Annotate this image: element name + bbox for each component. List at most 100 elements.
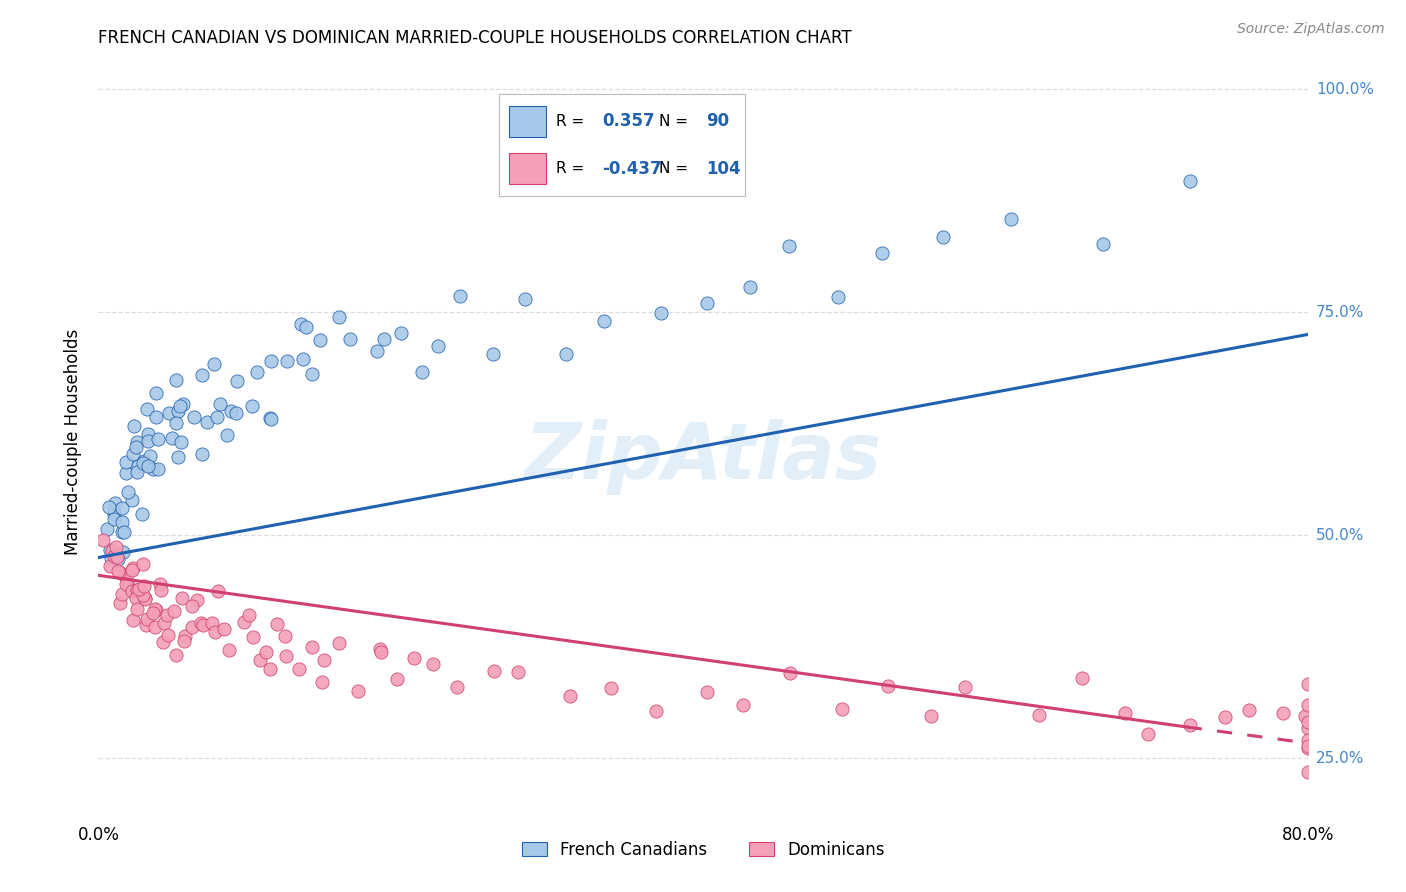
- Point: [259, 410, 281, 425]
- Point: [96, 522, 118, 536]
- Point: [128, 582, 150, 596]
- Point: [1296, 677, 1319, 691]
- Point: [1239, 703, 1261, 717]
- Point: [98, 543, 121, 558]
- Point: [193, 617, 215, 632]
- Text: 90: 90: [706, 112, 728, 130]
- Point: [242, 630, 264, 644]
- Point: [232, 615, 254, 629]
- Point: [107, 564, 129, 578]
- Point: [125, 591, 148, 605]
- Text: 75.0%: 75.0%: [1316, 305, 1364, 319]
- Point: [482, 347, 505, 361]
- Point: [132, 557, 155, 571]
- Point: [117, 484, 139, 499]
- Point: [1296, 739, 1319, 753]
- Point: [1213, 710, 1236, 724]
- Point: [1296, 732, 1319, 747]
- Point: [1000, 212, 1022, 227]
- Point: [134, 591, 156, 606]
- Point: [225, 406, 247, 420]
- Point: [104, 496, 127, 510]
- Point: [207, 410, 229, 425]
- Point: [191, 368, 214, 383]
- Legend: French Canadians, Dominicans: French Canadians, Dominicans: [515, 834, 891, 865]
- Text: 50.0%: 50.0%: [1316, 528, 1364, 542]
- Point: [136, 426, 159, 441]
- Point: [696, 685, 718, 699]
- Point: [240, 400, 263, 414]
- Point: [1114, 706, 1136, 721]
- Point: [779, 666, 801, 681]
- Point: [347, 683, 370, 698]
- Point: [402, 651, 425, 665]
- Point: [953, 680, 976, 694]
- Point: [132, 588, 155, 602]
- Point: [97, 500, 120, 514]
- Text: 0.357: 0.357: [603, 112, 655, 130]
- Point: [135, 618, 157, 632]
- Point: [115, 576, 138, 591]
- Point: [108, 565, 131, 579]
- Point: [411, 365, 433, 379]
- Point: [276, 354, 298, 368]
- Text: -0.437: -0.437: [603, 160, 662, 178]
- Bar: [509, 106, 546, 136]
- Point: [121, 561, 143, 575]
- Text: FRENCH CANADIAN VS DOMINICAN MARRIED-COUPLE HOUSEHOLDS CORRELATION CHART: FRENCH CANADIAN VS DOMINICAN MARRIED-COU…: [98, 29, 852, 47]
- Text: R =: R =: [555, 114, 583, 128]
- Point: [295, 320, 318, 334]
- Point: [259, 662, 281, 676]
- Point: [266, 617, 288, 632]
- Point: [103, 503, 125, 517]
- Point: [1294, 709, 1316, 723]
- Point: [170, 591, 193, 606]
- Point: [159, 406, 181, 420]
- Point: [103, 549, 125, 564]
- Point: [1071, 671, 1094, 685]
- Point: [170, 435, 193, 450]
- Point: [920, 709, 942, 723]
- Point: [190, 616, 212, 631]
- Point: [127, 459, 149, 474]
- Point: [132, 456, 155, 470]
- Point: [274, 629, 297, 643]
- Point: [165, 416, 187, 430]
- Point: [103, 507, 125, 521]
- Point: [696, 296, 718, 310]
- Point: [160, 431, 183, 445]
- Point: [1296, 765, 1319, 780]
- Point: [301, 640, 323, 655]
- Point: [513, 292, 536, 306]
- Point: [136, 434, 159, 449]
- Point: [165, 373, 187, 387]
- Point: [599, 681, 621, 696]
- Point: [156, 628, 179, 642]
- Point: [779, 239, 801, 253]
- Point: [111, 525, 134, 540]
- Point: [1296, 698, 1319, 712]
- Point: [291, 352, 314, 367]
- Point: [387, 673, 409, 687]
- Y-axis label: Married-couple Households: Married-couple Households: [65, 328, 83, 555]
- Point: [173, 634, 195, 648]
- Point: [650, 305, 672, 319]
- Point: [731, 698, 754, 712]
- Point: [226, 374, 249, 388]
- Point: [127, 583, 149, 598]
- Point: [105, 540, 128, 554]
- Point: [1180, 717, 1202, 731]
- Point: [644, 704, 666, 718]
- Point: [132, 454, 155, 468]
- Point: [339, 332, 361, 346]
- Point: [366, 343, 388, 358]
- Point: [180, 599, 202, 613]
- Point: [148, 432, 170, 446]
- Point: [121, 563, 143, 577]
- Point: [426, 339, 449, 353]
- Point: [831, 702, 853, 716]
- Point: [740, 280, 762, 294]
- Point: [368, 642, 391, 657]
- Point: [121, 447, 143, 461]
- Point: [482, 665, 505, 679]
